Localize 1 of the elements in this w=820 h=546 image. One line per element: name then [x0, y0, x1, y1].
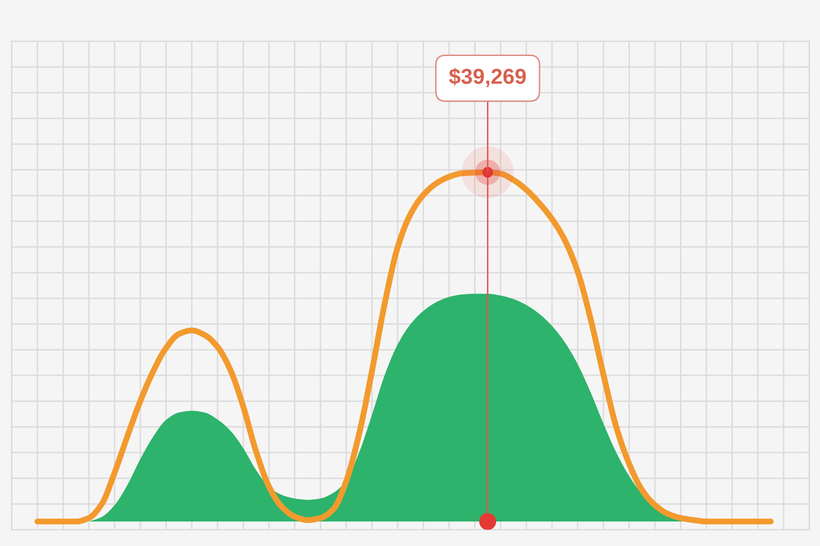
text: $39,269 [449, 68, 526, 88]
